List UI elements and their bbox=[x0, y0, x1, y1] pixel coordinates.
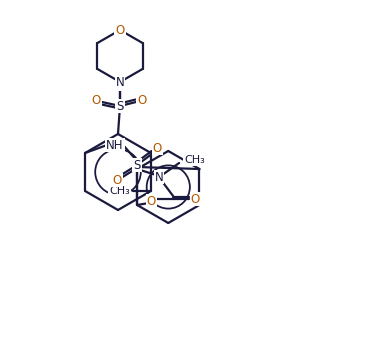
Text: O: O bbox=[112, 174, 122, 186]
Text: O: O bbox=[137, 94, 147, 107]
Text: O: O bbox=[152, 141, 162, 154]
Text: N: N bbox=[115, 76, 124, 89]
Text: S: S bbox=[116, 99, 124, 112]
Text: S: S bbox=[133, 158, 141, 171]
Text: N: N bbox=[155, 171, 163, 184]
Text: O: O bbox=[147, 194, 156, 207]
Text: O: O bbox=[115, 23, 125, 36]
Text: CH₃: CH₃ bbox=[184, 155, 205, 165]
Text: CH₃: CH₃ bbox=[109, 186, 130, 196]
Text: N: N bbox=[115, 77, 124, 90]
Text: O: O bbox=[190, 193, 200, 206]
Text: O: O bbox=[91, 94, 101, 107]
Text: NH: NH bbox=[106, 139, 124, 152]
